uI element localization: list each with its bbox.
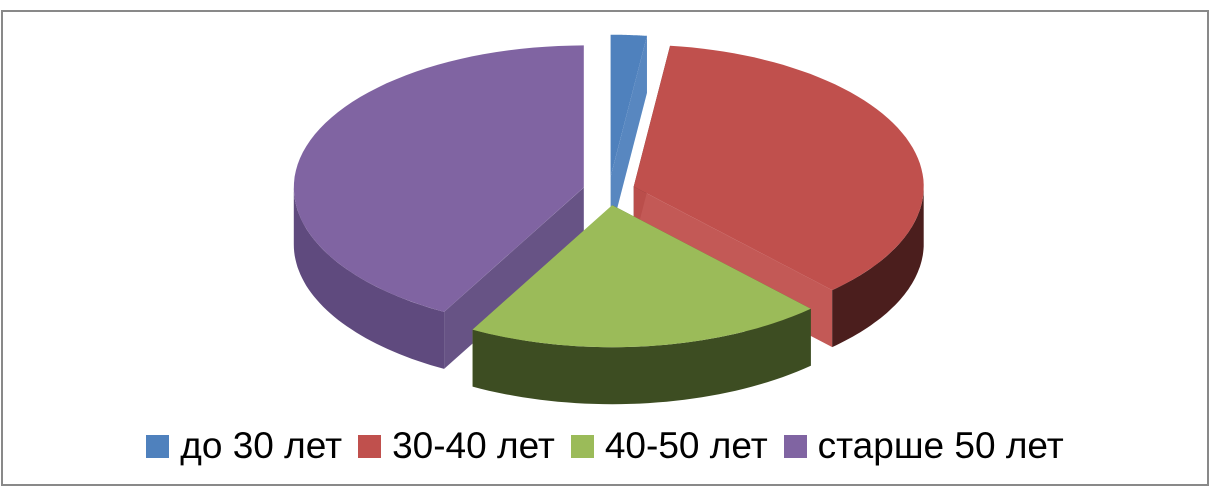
pie-chart: [293, 34, 924, 405]
legend-swatch: [570, 434, 594, 458]
pie-slice-40-50-лет: [472, 205, 811, 348]
pie-slice-старше-50-лет: [293, 45, 584, 312]
pie-slice-side-40-50-лет-wall: [472, 308, 811, 405]
legend-entry-старше-50-лет: старше 50 лет: [783, 425, 1064, 467]
chart-area: до 30 лет 30-40 лет 40-50 лет старше 50 лет: [1, 10, 1209, 486]
pie-slice-side-старше-50-лет-cut: [444, 187, 584, 369]
pie-slice-side-старше-50-лет-wall: [293, 187, 445, 369]
legend-label: 40-50 лет: [604, 425, 768, 466]
pie-slice-30-40-лет: [633, 45, 924, 291]
legend-swatch: [783, 434, 807, 458]
legend-label: 30-40 лет: [392, 425, 555, 466]
pie-slice-side-до-30-лет-cut: [610, 35, 647, 234]
pie-slice-side-30-40-лет-wall: [832, 186, 924, 348]
pie-tops: [293, 34, 924, 348]
legend: до 30 лет 30-40 лет 40-50 лет старше 50 лет: [3, 425, 1207, 467]
legend-entry-30-40-лет: 30-40 лет: [358, 425, 555, 467]
legend-swatch: [146, 434, 170, 458]
legend-swatch: [358, 434, 382, 458]
legend-label: старше 50 лет: [817, 425, 1064, 466]
pie-slice-до-30-лет: [610, 34, 647, 177]
legend-label: до 30 лет: [180, 425, 343, 466]
legend-entry-40-50-лет: 40-50 лет: [570, 425, 768, 467]
legend-entry-до-30-лет: до 30 лет: [146, 425, 342, 467]
